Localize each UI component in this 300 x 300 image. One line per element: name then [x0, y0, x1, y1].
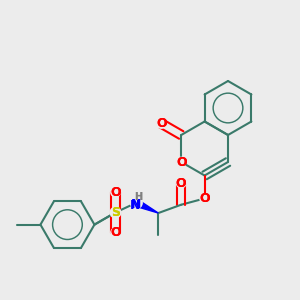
Circle shape	[176, 178, 187, 188]
Polygon shape	[135, 200, 158, 213]
Circle shape	[199, 193, 210, 204]
Text: O: O	[156, 117, 167, 130]
Text: S: S	[111, 206, 120, 219]
Circle shape	[156, 118, 167, 129]
Text: O: O	[199, 192, 210, 205]
Text: H: H	[134, 192, 142, 203]
Circle shape	[130, 196, 143, 209]
Circle shape	[110, 206, 122, 218]
Text: O: O	[176, 155, 187, 169]
Text: N: N	[131, 198, 142, 211]
Text: O: O	[110, 226, 121, 239]
Text: O: O	[110, 186, 121, 199]
Text: O: O	[176, 177, 187, 190]
Text: O: O	[199, 192, 210, 205]
Text: H: H	[134, 192, 142, 202]
Circle shape	[176, 157, 187, 167]
Text: O: O	[110, 186, 121, 199]
Circle shape	[110, 227, 121, 238]
Circle shape	[110, 187, 121, 198]
Text: O: O	[176, 177, 187, 190]
Text: N: N	[130, 199, 140, 212]
Text: S: S	[111, 206, 120, 219]
Text: O: O	[156, 117, 167, 130]
Text: O: O	[176, 155, 187, 169]
Text: O: O	[110, 226, 121, 239]
